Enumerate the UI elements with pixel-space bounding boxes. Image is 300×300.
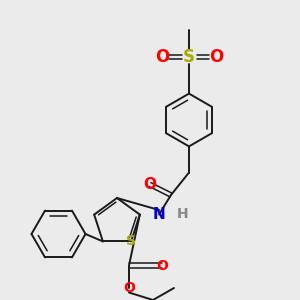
Text: O: O bbox=[123, 281, 135, 295]
Text: O: O bbox=[156, 259, 168, 272]
Text: H: H bbox=[177, 208, 189, 221]
Text: O: O bbox=[155, 48, 169, 66]
Text: S: S bbox=[126, 234, 136, 248]
Text: O: O bbox=[143, 177, 157, 192]
Text: N: N bbox=[153, 207, 165, 222]
Text: S: S bbox=[183, 48, 195, 66]
Text: O: O bbox=[209, 48, 223, 66]
